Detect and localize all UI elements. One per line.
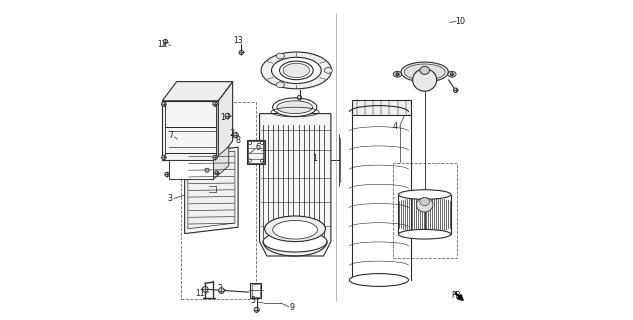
Ellipse shape	[393, 71, 401, 77]
Bar	[352, 100, 411, 115]
Ellipse shape	[273, 98, 317, 116]
Text: 4: 4	[392, 122, 398, 131]
Circle shape	[396, 73, 399, 76]
Polygon shape	[248, 141, 264, 163]
Text: 13: 13	[234, 36, 243, 45]
Text: 2: 2	[217, 284, 222, 293]
Polygon shape	[213, 147, 229, 179]
Ellipse shape	[398, 190, 451, 199]
Circle shape	[248, 159, 251, 162]
Ellipse shape	[420, 66, 429, 74]
Text: 14: 14	[220, 113, 230, 122]
Circle shape	[161, 102, 166, 106]
Circle shape	[254, 307, 260, 312]
Ellipse shape	[277, 101, 313, 114]
Ellipse shape	[273, 220, 318, 239]
Circle shape	[161, 155, 166, 160]
Circle shape	[234, 132, 239, 138]
Ellipse shape	[280, 61, 313, 80]
Text: 8: 8	[236, 136, 241, 145]
Polygon shape	[218, 82, 233, 160]
Text: 9: 9	[290, 303, 295, 312]
Circle shape	[453, 88, 458, 92]
Text: 3: 3	[168, 194, 172, 203]
Ellipse shape	[420, 197, 429, 205]
Text: 11: 11	[195, 289, 204, 298]
Circle shape	[248, 141, 251, 145]
Text: FR.: FR.	[451, 291, 463, 300]
Circle shape	[163, 39, 168, 44]
Ellipse shape	[417, 197, 433, 212]
Circle shape	[450, 73, 453, 76]
Circle shape	[213, 102, 217, 106]
Text: 7: 7	[168, 132, 173, 140]
Bar	[393, 163, 457, 258]
Ellipse shape	[401, 62, 448, 82]
Polygon shape	[250, 283, 261, 298]
Polygon shape	[251, 284, 260, 297]
Circle shape	[261, 159, 264, 162]
Circle shape	[225, 113, 230, 118]
Circle shape	[165, 172, 169, 177]
Text: 10: 10	[456, 17, 465, 26]
Ellipse shape	[263, 231, 327, 252]
Ellipse shape	[283, 63, 310, 77]
Ellipse shape	[349, 274, 408, 286]
Bar	[180, 102, 256, 299]
Polygon shape	[260, 114, 331, 256]
Circle shape	[213, 155, 217, 160]
Polygon shape	[162, 101, 218, 160]
Ellipse shape	[413, 69, 437, 91]
Polygon shape	[232, 135, 235, 137]
Ellipse shape	[277, 82, 284, 88]
Ellipse shape	[448, 71, 456, 77]
Text: 1: 1	[313, 154, 317, 163]
Text: 2: 2	[229, 129, 234, 138]
Ellipse shape	[261, 52, 332, 89]
Circle shape	[261, 141, 264, 145]
Ellipse shape	[324, 68, 332, 73]
Text: 6: 6	[256, 143, 261, 152]
Ellipse shape	[272, 57, 321, 84]
Circle shape	[239, 50, 244, 55]
Polygon shape	[247, 140, 265, 164]
Polygon shape	[168, 160, 213, 179]
Circle shape	[215, 171, 218, 175]
Circle shape	[298, 95, 302, 100]
Circle shape	[203, 286, 208, 292]
Text: 5: 5	[251, 296, 256, 305]
Ellipse shape	[398, 229, 451, 239]
Polygon shape	[162, 82, 233, 101]
Polygon shape	[205, 168, 210, 172]
Text: 12: 12	[158, 40, 167, 49]
Polygon shape	[185, 147, 238, 234]
Ellipse shape	[404, 64, 445, 80]
Circle shape	[218, 288, 224, 293]
Ellipse shape	[265, 216, 325, 242]
Ellipse shape	[277, 53, 284, 59]
Polygon shape	[188, 151, 235, 229]
